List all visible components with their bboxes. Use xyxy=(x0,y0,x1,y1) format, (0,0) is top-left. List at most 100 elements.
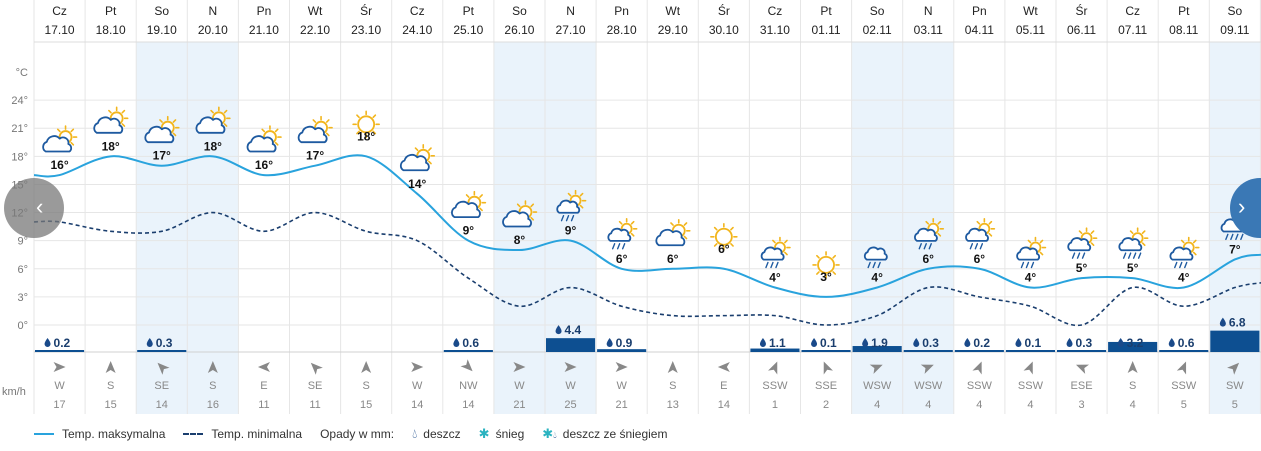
wind-arrow-icon xyxy=(1076,364,1090,374)
day-date: 17.10 xyxy=(45,23,75,37)
sun-ray xyxy=(70,141,75,146)
day-date: 07.11 xyxy=(1118,23,1147,37)
max-temp-label: 6° xyxy=(718,242,730,256)
wind-speed: 17 xyxy=(53,399,65,411)
sun-ray xyxy=(713,243,718,247)
sun-ray xyxy=(1039,239,1044,244)
day-of-week: Cz xyxy=(52,4,67,18)
partly-cloudy-icon xyxy=(93,106,129,134)
max-temp-label: 3° xyxy=(820,270,832,284)
precip-amount: 0.3 xyxy=(922,336,939,350)
precip-amount: 0.3 xyxy=(1076,336,1093,350)
sun-ray xyxy=(925,220,930,225)
sun-ray xyxy=(372,114,377,119)
rain-snow-icon: ✱💧︎ xyxy=(542,426,557,441)
wind-direction: ESE xyxy=(1071,380,1093,392)
sun-ray xyxy=(1078,230,1083,234)
day-date: 27.10 xyxy=(556,23,586,37)
day-date: 24.10 xyxy=(402,23,432,37)
wind-arrow-icon xyxy=(1023,361,1033,375)
day-date: 06.11 xyxy=(1067,23,1096,37)
wind-direction: SSW xyxy=(762,380,788,392)
raindrop-icon xyxy=(913,338,920,347)
sun-ray xyxy=(1192,251,1197,256)
wind-direction: S xyxy=(362,380,369,392)
partly-cloudy-icon xyxy=(195,106,231,134)
raindrop-icon xyxy=(606,338,613,347)
raindrop-icon xyxy=(1117,338,1124,347)
legend-max-temp: Temp. maksymalna xyxy=(34,427,165,441)
cloud-shape xyxy=(1169,246,1194,261)
max-temp-label: 17° xyxy=(153,149,171,163)
sun-ray xyxy=(121,123,126,127)
sun-ray xyxy=(772,239,776,244)
rain-streak xyxy=(877,261,881,269)
precip-label-group: 6.8 xyxy=(1219,316,1246,330)
wind-speed: 4 xyxy=(874,399,880,411)
day-of-week: Pt xyxy=(820,4,832,18)
day-of-week: Wt xyxy=(665,4,680,18)
day-of-week: Pt xyxy=(1178,4,1190,18)
sun-ray xyxy=(172,132,177,137)
precip-bar xyxy=(852,346,902,352)
arrow-shape xyxy=(564,362,577,372)
wind-speed: 1 xyxy=(772,399,778,411)
wind-direction: SSW xyxy=(967,380,993,392)
wind-arrow-icon xyxy=(460,359,473,372)
wind-direction: S xyxy=(107,380,114,392)
sunny-icon xyxy=(710,222,738,251)
sun-ray xyxy=(121,109,126,114)
arrow-shape xyxy=(53,362,66,372)
weekend-column xyxy=(136,42,188,414)
max-temp-label: 14° xyxy=(408,177,426,191)
sun-ray xyxy=(832,254,837,259)
rain-streak xyxy=(1076,252,1081,259)
partly-cloudy-icon xyxy=(655,218,691,247)
rain-streak xyxy=(775,261,779,269)
day-of-week: Pt xyxy=(463,4,475,18)
precip-label-group: 0.3 xyxy=(913,336,939,350)
arrow-shape xyxy=(105,361,116,373)
rain-streak xyxy=(560,214,565,222)
day-date: 04.11 xyxy=(965,23,994,37)
sun-ray xyxy=(988,220,993,225)
chevron-left-icon: ‹ xyxy=(36,194,44,219)
wind-arrow-icon xyxy=(1127,361,1138,373)
cloud-shape xyxy=(93,116,124,134)
partly-cloudy-icon xyxy=(297,115,333,144)
raindrop-icon xyxy=(811,338,818,347)
day-date: 03.11 xyxy=(914,23,943,37)
legend-rain-label: deszcz xyxy=(423,427,461,441)
day-of-week: Śr xyxy=(718,3,730,18)
rain-sun-icon xyxy=(914,217,945,250)
weather-forecast-chart: °C24°21°18°15°12°9°6°3°0°km/h Cz17.10Pt1… xyxy=(2,0,1261,414)
wind-speed: 11 xyxy=(258,399,269,411)
raindrop-icon xyxy=(555,325,562,335)
weekend-column xyxy=(187,42,239,414)
wind-arrow-icon xyxy=(411,362,424,372)
sun-ray xyxy=(630,220,635,225)
arrow-shape xyxy=(768,361,778,375)
raindrop-icon xyxy=(146,338,153,347)
day-of-week: Wt xyxy=(1023,4,1038,18)
sun-ray xyxy=(630,232,635,237)
max-temp-label: 18° xyxy=(204,139,222,153)
max-temp-label: 18° xyxy=(357,129,375,143)
sun-ray xyxy=(816,254,820,259)
max-temp-label: 4° xyxy=(1178,271,1190,285)
day-date: 05.11 xyxy=(1016,23,1045,37)
wind-arrow-icon xyxy=(667,361,678,373)
partly-cloudy-icon xyxy=(246,125,282,153)
day-of-week: Pn xyxy=(614,4,629,18)
day-date: 09.11 xyxy=(1220,23,1249,37)
precip-bar xyxy=(801,350,851,352)
y-tick-label: 0° xyxy=(17,320,28,332)
sun-ray xyxy=(937,220,942,225)
wind-speed: 11 xyxy=(309,399,320,411)
rain-streak xyxy=(621,243,626,250)
sun-ray xyxy=(479,194,483,198)
previous-button[interactable]: ‹ xyxy=(4,178,64,238)
legend-precip-title: Opady w mm: xyxy=(320,427,394,441)
raindrop-icon xyxy=(1168,338,1175,347)
wind-direction: SW xyxy=(1226,380,1244,392)
